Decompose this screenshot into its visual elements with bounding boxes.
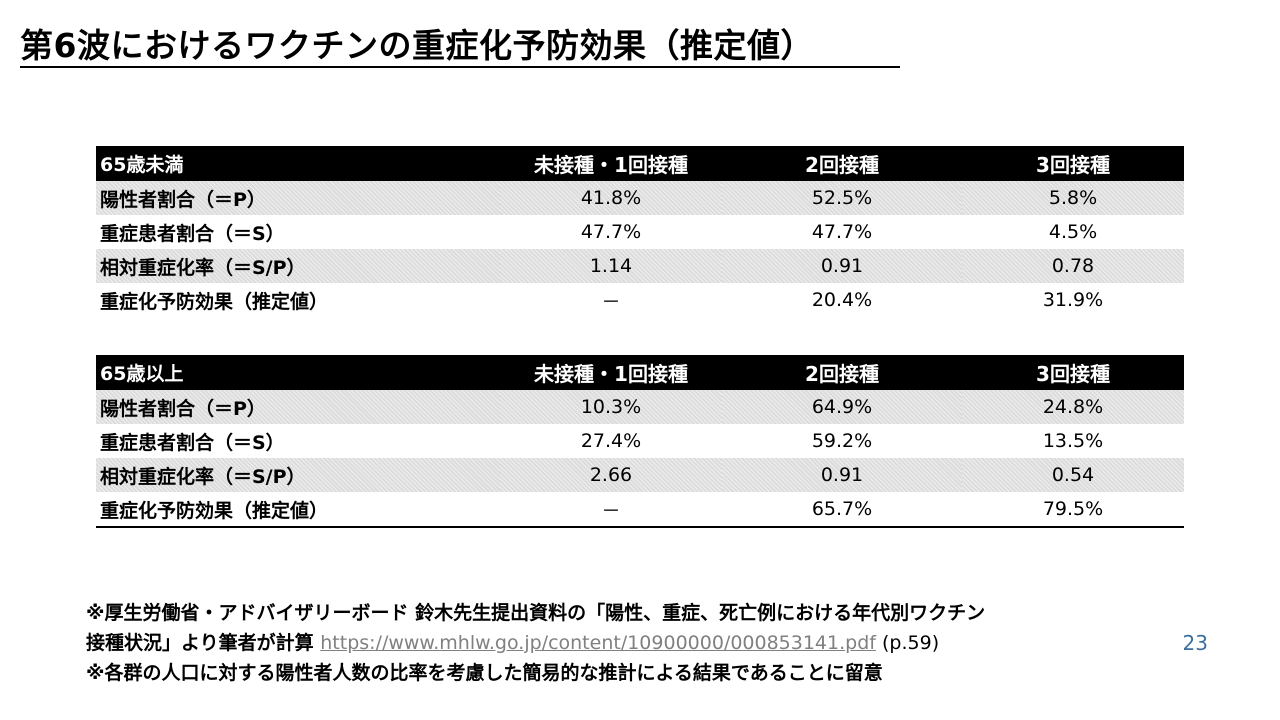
table-row-positive-ratio: 陽性者割合（＝P） 10.3% 64.9% 24.8% — [96, 390, 1184, 424]
cell-value: － — [601, 290, 621, 313]
row-label: 陽性者割合（＝P） — [96, 181, 500, 215]
source-link[interactable]: https://www.mhlw.go.jp/content/10900000/… — [320, 632, 876, 654]
cell-value: 27.4% — [580, 430, 642, 452]
column-header-3-doses: 3回接種 — [962, 146, 1184, 181]
table-65-and-over: 65歳以上 未接種・1回接種 2回接種 3回接種 陽性者割合（＝P） 10.3%… — [96, 355, 1184, 528]
cell-value: 1.14 — [500, 249, 722, 283]
row-label: 重症化予防効果（推定値） — [100, 290, 329, 313]
cell-value: 20.4% — [811, 289, 873, 311]
footnote-caveat: ※各群の人口に対する陽性者人数の比率を考慮した簡易的な推計による結果であることに… — [86, 662, 883, 684]
group-label: 65歳以上 — [96, 355, 500, 390]
column-header-unvaccinated-1dose: 未接種・1回接種 — [500, 146, 722, 181]
cell-value: 13.5% — [1042, 430, 1104, 452]
cell-value: 0.54 — [962, 458, 1184, 492]
row-label: 重症化予防効果（推定値） — [96, 492, 500, 528]
page-number: 23 — [1182, 631, 1208, 655]
cell-value: 47.7% — [811, 221, 873, 243]
cell-value: 2.66 — [500, 458, 722, 492]
table-row-prevention-effect: 重症化予防効果（推定値） － 20.4% 31.9% — [96, 283, 1184, 317]
column-header-2-doses: 2回接種 — [722, 146, 962, 181]
cell-value: 31.9% — [1042, 289, 1104, 311]
cell-value: 47.7% — [580, 221, 642, 243]
row-label: 重症患者割合（＝S） — [100, 222, 285, 245]
row-label: 陽性者割合（＝P） — [96, 390, 500, 424]
cell-value: 41.8% — [500, 181, 722, 215]
source-page-ref: (p.59) — [875, 632, 940, 654]
cell-value: 59.2% — [811, 430, 873, 452]
cell-value: 0.78 — [962, 249, 1184, 283]
footnote-source-continued: 接種状況」より筆者が計算 https://www.mhlw.go.jp/cont… — [86, 630, 939, 657]
cell-value: 5.8% — [962, 181, 1184, 215]
table-under-65: 65歳未満 未接種・1回接種 2回接種 3回接種 陽性者割合（＝P） 41.8%… — [96, 146, 1184, 317]
column-header-unvaccinated-1dose: 未接種・1回接種 — [500, 355, 722, 390]
table-row-severe-ratio: 重症患者割合（＝S） 47.7% 47.7% 4.5% — [96, 215, 1184, 249]
table-row-relative-severity: 相対重症化率（＝S/P） 1.14 0.91 0.78 — [96, 249, 1184, 283]
cell-value: 65.7% — [722, 492, 962, 528]
table-header-row: 65歳未満 未接種・1回接種 2回接種 3回接種 — [96, 146, 1184, 181]
cell-value: 0.91 — [722, 458, 962, 492]
title-underline — [20, 66, 900, 68]
footnote-source: ※厚生労働省・アドバイザリーボード 鈴木先生提出資料の「陽性、重症、死亡例におけ… — [86, 602, 986, 624]
cell-value: － — [500, 492, 722, 528]
row-label: 重症患者割合（＝S） — [100, 431, 285, 454]
footnote-source-text: 接種状況」より筆者が計算 — [86, 632, 321, 654]
table-row-positive-ratio: 陽性者割合（＝P） 41.8% 52.5% 5.8% — [96, 181, 1184, 215]
group-label: 65歳未満 — [96, 146, 500, 181]
table-header-row: 65歳以上 未接種・1回接種 2回接種 3回接種 — [96, 355, 1184, 390]
cell-value: 0.91 — [722, 249, 962, 283]
cell-value: 10.3% — [500, 390, 722, 424]
table-row-prevention-effect: 重症化予防効果（推定値） － 65.7% 79.5% — [96, 492, 1184, 528]
column-header-3-doses: 3回接種 — [962, 355, 1184, 390]
cell-value: 64.9% — [722, 390, 962, 424]
cell-value: 24.8% — [962, 390, 1184, 424]
table-row-severe-ratio: 重症患者割合（＝S） 27.4% 59.2% 13.5% — [96, 424, 1184, 458]
slide-title: 第6波におけるワクチンの重症化予防効果（推定値） — [20, 26, 814, 65]
cell-value: 79.5% — [962, 492, 1184, 528]
cell-value: 4.5% — [1048, 221, 1098, 243]
row-label: 相対重症化率（＝S/P） — [96, 458, 500, 492]
cell-value: 52.5% — [722, 181, 962, 215]
table-row-relative-severity: 相対重症化率（＝S/P） 2.66 0.91 0.54 — [96, 458, 1184, 492]
column-header-2-doses: 2回接種 — [722, 355, 962, 390]
row-label: 相対重症化率（＝S/P） — [96, 249, 500, 283]
